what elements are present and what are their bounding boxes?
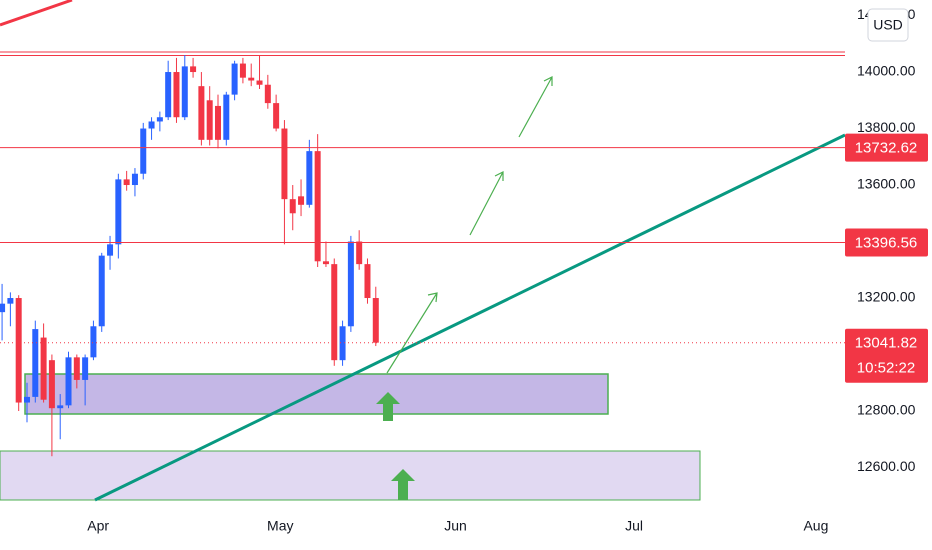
candle-body — [107, 244, 114, 256]
countdown-label: 10:52:22 — [857, 360, 915, 377]
last-price-badge — [845, 328, 928, 383]
candle-body — [331, 264, 338, 361]
candle-body — [322, 261, 329, 265]
candle-body — [48, 360, 55, 409]
y-tick-label: 12800.00 — [857, 402, 916, 418]
arrow — [469, 171, 504, 236]
candle-body — [65, 357, 72, 406]
y-tick-label: 13800.00 — [857, 119, 916, 135]
price-badge-label: 13396.56 — [855, 234, 918, 251]
candle-body — [356, 241, 363, 265]
candle-body — [231, 63, 238, 95]
candles — [0, 55, 379, 457]
candle-body — [98, 255, 105, 327]
candle-body — [364, 264, 371, 299]
candle-body — [190, 66, 197, 73]
last-price-label: 13041.82 — [855, 335, 918, 352]
candle-body — [281, 128, 288, 200]
candle-body — [256, 80, 263, 85]
candle-body — [306, 151, 313, 205]
candle-body — [347, 241, 354, 327]
price-badge-label: 13732.62 — [855, 140, 918, 157]
up-arrow-icon — [391, 469, 415, 500]
arrow — [386, 292, 438, 374]
y-tick-label: 14000.00 — [857, 63, 916, 79]
x-tick-label: Jun — [444, 518, 467, 534]
axes: 12600.00 12800.00 13200.00 13600.00 13800.00… — [0, 6, 928, 534]
candle-body — [206, 100, 213, 140]
price-badge — [845, 228, 928, 257]
candle-body — [131, 173, 138, 186]
candle-body — [123, 179, 130, 186]
candle-body — [314, 151, 321, 262]
candle-body — [198, 86, 205, 140]
candle-body — [165, 72, 172, 118]
price-badge — [845, 133, 928, 162]
candle-body — [264, 84, 271, 104]
demand-zone — [24, 373, 609, 415]
candle-body — [223, 94, 230, 140]
candle-body — [15, 298, 22, 403]
x-tick-label: Aug — [803, 518, 828, 534]
candle-body — [372, 298, 379, 343]
currency-label: USD — [873, 17, 903, 33]
red-trend-line — [0, 0, 73, 27]
candle-body — [32, 329, 39, 397]
candle-body — [214, 105, 221, 140]
x-tick-label: Jul — [625, 518, 643, 534]
candle-body — [115, 179, 122, 245]
y-tick-label: 13200.00 — [857, 289, 916, 305]
candle-body — [57, 405, 64, 409]
up-arrow-icon — [376, 392, 400, 421]
candle-body — [23, 396, 30, 403]
candle-body — [248, 77, 255, 81]
candle-body — [73, 357, 80, 380]
trend-line — [94, 133, 846, 502]
x-tick-label: May — [267, 518, 293, 534]
candle-body — [0, 303, 6, 313]
candle-body — [173, 72, 180, 118]
candle-body — [181, 66, 188, 118]
x-tick-label: Apr — [87, 518, 109, 534]
candle-body — [82, 357, 89, 380]
candle-body — [239, 63, 246, 78]
projection-arrows — [386, 76, 553, 374]
candle-body — [90, 326, 97, 358]
y-tick-label: 13600.00 — [857, 176, 916, 192]
candle-body — [156, 117, 163, 122]
candle-body — [140, 128, 147, 174]
candle-body — [148, 121, 155, 129]
arrow — [518, 76, 553, 138]
candle-body — [40, 337, 47, 400]
candle-body — [298, 196, 305, 205]
candle-body — [339, 326, 346, 361]
candle-body — [273, 103, 280, 129]
demand-zone-lower — [0, 450, 701, 501]
candle-body — [7, 298, 14, 304]
y-tick-label: 12600.00 — [857, 458, 916, 474]
candle-body — [289, 199, 296, 214]
currency-box — [867, 8, 909, 42]
